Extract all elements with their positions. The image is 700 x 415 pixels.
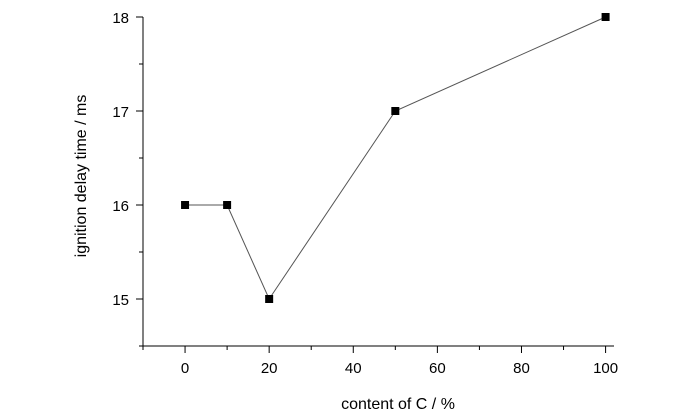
x-tick-label: 80 [513, 360, 530, 377]
data-point [223, 201, 232, 209]
series [181, 13, 610, 303]
x-tick-label: 40 [345, 360, 362, 377]
x-tick-label: 20 [261, 360, 278, 377]
data-point [265, 295, 274, 303]
x-tick-label: 100 [593, 360, 618, 377]
series-line [185, 16, 606, 301]
y-tick-label: 15 [112, 292, 129, 309]
x-axis-label: content of C / % [341, 396, 455, 413]
y-tick-label: 16 [112, 198, 129, 215]
x-tick-label: 0 [181, 360, 189, 377]
y-axis-label: ignition delay time / ms [73, 95, 90, 258]
y-tick-label: 18 [112, 10, 129, 27]
data-point [181, 201, 190, 209]
ticks: 0 20 40 60 80 100 15 16 17 18 [112, 10, 618, 377]
x-tick-label: 60 [429, 360, 446, 377]
axes [142, 17, 614, 347]
data-point [391, 107, 400, 115]
y-tick-label: 17 [112, 104, 129, 121]
data-point [601, 13, 610, 21]
